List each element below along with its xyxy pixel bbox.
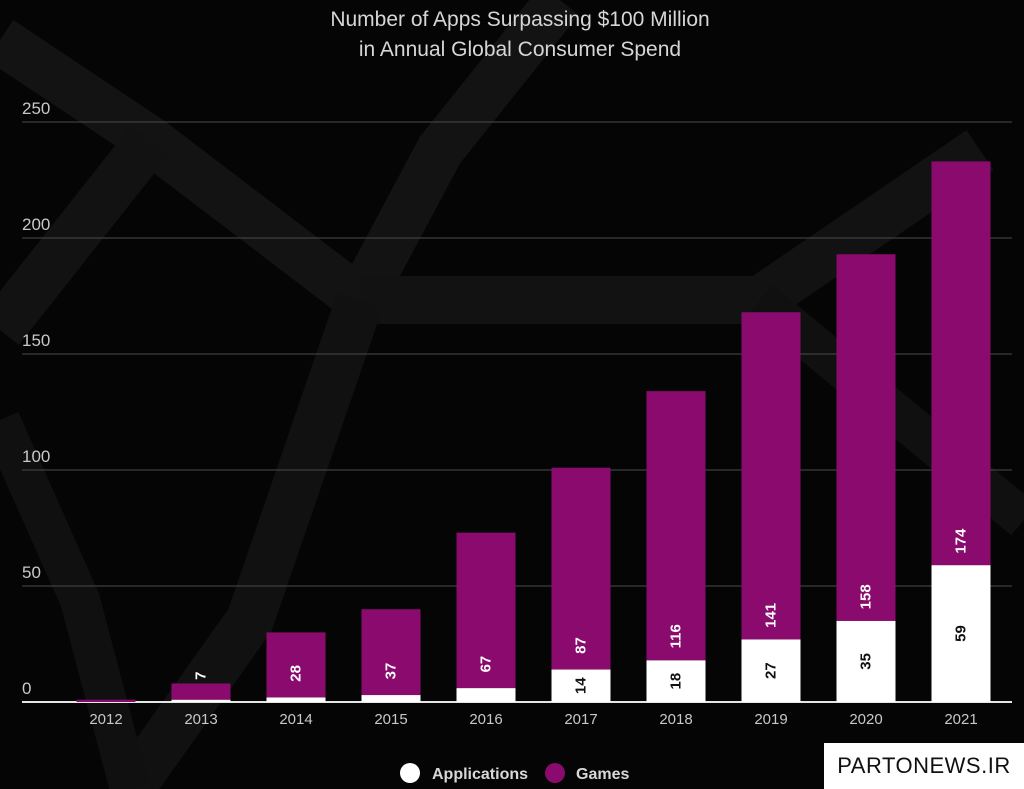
- legend-label: Games: [576, 766, 629, 783]
- data-label-games: 28: [288, 665, 305, 682]
- x-tick-label: 2021: [944, 711, 977, 728]
- bar-games-2021: [931, 161, 991, 566]
- data-label-games: 141: [763, 603, 780, 628]
- bar-applications-2018: [646, 660, 706, 702]
- chart-title-line: in Annual Global Consumer Spend: [359, 38, 681, 61]
- x-tick-label: 2013: [184, 711, 217, 728]
- data-label-applications: 35: [858, 653, 875, 670]
- data-label-games: 116: [668, 624, 685, 648]
- y-tick-label: 50: [22, 563, 41, 582]
- x-tick-label: 2012: [89, 711, 122, 728]
- bar-applications-2020: [836, 620, 896, 702]
- bar-games-2017: [551, 467, 611, 670]
- x-tick-label: 2014: [279, 711, 312, 728]
- y-tick-label: 150: [22, 331, 50, 350]
- x-tick-label: 2020: [849, 711, 882, 728]
- legend-swatch: [400, 763, 420, 783]
- data-label-games: 174: [953, 528, 970, 554]
- chart-title: Number of Apps Surpassing $100 Million in…: [330, 8, 709, 61]
- bar-applications-2019: [741, 639, 801, 702]
- chart-title-line: Number of Apps Surpassing $100 Million: [330, 8, 709, 31]
- data-label-applications: 59: [953, 625, 970, 642]
- bar-games-2020: [836, 254, 896, 621]
- data-label-games: 67: [478, 656, 495, 673]
- chart-legend: Applications Games: [400, 763, 629, 783]
- x-tick-label: 2019: [754, 711, 787, 728]
- data-label-applications: 14: [573, 677, 590, 694]
- bars: 7 28 37 67 14 87 18 116 27 141 35 158 59 174: [76, 161, 991, 702]
- y-axis-ticks: 0 50 100 150 200 250: [22, 99, 50, 698]
- bar-applications-2013: [171, 699, 231, 702]
- y-tick-label: 250: [22, 99, 50, 118]
- x-tick-label: 2017: [564, 711, 597, 728]
- y-tick-label: 0: [22, 679, 31, 698]
- x-axis-ticks: 2012 2013 2014 2015 2016 2017 2018 2019 2020 2021: [89, 711, 977, 728]
- legend-swatch: [545, 763, 565, 783]
- bar-games-2019: [741, 312, 801, 640]
- bar-games-2018: [646, 391, 706, 661]
- data-label-applications: 18: [668, 673, 685, 690]
- bar-games-2015: [361, 609, 421, 696]
- data-label-games: 87: [573, 637, 590, 654]
- watermark: PARTONEWS.IR: [824, 743, 1024, 789]
- data-label-games: 7: [193, 672, 210, 680]
- data-label-games: 158: [858, 584, 875, 609]
- legend-label: Applications: [432, 766, 528, 783]
- bar-applications-2021: [931, 565, 991, 702]
- bar-games-2012: [76, 699, 136, 702]
- bar-applications-2015: [361, 695, 421, 702]
- bar-applications-2016: [456, 688, 516, 702]
- bar-applications-2014: [266, 697, 326, 702]
- bar-games-2013: [171, 683, 231, 700]
- bar-games-2014: [266, 632, 326, 698]
- bar-applications-2017: [551, 669, 611, 702]
- y-tick-label: 200: [22, 215, 50, 234]
- data-label-applications: 27: [763, 662, 780, 679]
- y-tick-label: 100: [22, 447, 50, 466]
- bar-games-2016: [456, 532, 516, 689]
- x-tick-label: 2016: [469, 711, 502, 728]
- data-label-games: 37: [383, 663, 400, 680]
- x-tick-label: 2015: [374, 711, 407, 728]
- x-tick-label: 2018: [659, 711, 692, 728]
